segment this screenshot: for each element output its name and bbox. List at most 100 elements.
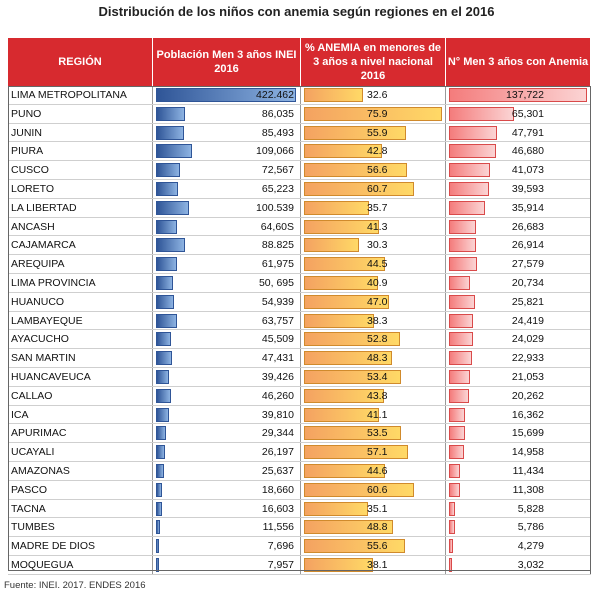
anemia-pct-cell: 55.9 [301,123,446,142]
region-name: SAN MARTIN [8,349,153,367]
poblacion-cell: 7,957 [153,556,301,574]
anemia-n-bar [449,106,515,121]
table-row: CUSCO 72,567 56.6 41,073 [8,161,591,180]
anemia-pct-bar [304,370,402,384]
anemia-pct-bar [304,407,379,422]
table-row: UCAYALI 26,197 57.1 14,958 [8,443,591,462]
anemia-n-value: 14,958 [511,446,544,459]
poblacion-cell: 63,757 [153,311,301,330]
anemia-n-value: 25,821 [511,295,544,308]
table-row: AYACUCHO 45,509 52.8 24,029 [8,330,591,350]
table-row: HUANUCO 54,939 47.0 25,821 [8,292,591,312]
anemia-n-bar [449,125,497,140]
anemia-n-bar [449,313,474,328]
anemia-n-cell: 47,791 [446,123,591,142]
anemia-pct-bar [304,426,402,441]
anemia-n-value: 137,722 [506,89,544,101]
anemia-n-value: 5,828 [517,502,544,515]
poblacion-bar [156,106,185,121]
anemia-pct-cell: 35.1 [301,499,446,518]
anemia-n-bar [449,257,477,272]
anemia-pct-value: 35.1 [367,502,388,515]
anemia-pct-bar [304,501,368,516]
anemia-pct-cell: 57.1 [301,443,446,461]
poblacion-bar [156,501,162,516]
anemia-pct-bar [304,482,415,497]
anemia-n-cell: 41,073 [446,161,591,179]
poblacion-value: 88.825 [261,239,294,252]
poblacion-cell: 86,035 [153,104,301,123]
anemia-n-cell: 5,786 [446,518,591,537]
anemia-pct-cell: 30.3 [301,236,446,255]
anemia-pct-value: 44.6 [367,465,388,477]
table-row: HUANCAVEUCA 39,426 53.4 21,053 [8,368,591,387]
anemia-n-bar [449,388,470,403]
anemia-pct-cell: 41.1 [301,405,446,424]
anemia-pct-value: 48.8 [367,521,388,534]
poblacion-value: 85,493 [261,126,294,139]
anemia-n-cell: 20,262 [446,386,591,405]
anemia-pct-cell: 60.6 [301,480,446,499]
anemia-pct-cell: 40.9 [301,274,446,292]
anemia-n-bar [449,539,454,554]
anemia-pct-value: 57.1 [367,446,388,459]
poblacion-bar [156,313,178,328]
poblacion-cell: 46,260 [153,386,301,405]
anemia-pct-cell: 75.9 [301,104,446,123]
anemia-pct-bar [304,144,382,159]
anemia-pct-cell: 53.5 [301,424,446,443]
table-row: TUMBES 11,556 48.8 5,786 [8,518,591,538]
poblacion-value: 64,60S [260,220,294,233]
region-name: AMAZONAS [8,462,153,480]
poblacion-value: 50, 695 [258,277,294,289]
anemia-pct-cell: 44.5 [301,255,446,273]
poblacion-bar [156,125,185,140]
anemia-n-bar [449,558,453,572]
region-name: LIMA PROVINCIA [8,274,153,292]
poblacion-cell: 47,431 [153,349,301,367]
poblacion-cell: 26,197 [153,443,301,461]
region-name: AYACUCHO [8,330,153,349]
poblacion-cell: 39,426 [153,368,301,386]
anemia-n-value: 11,308 [512,483,544,496]
anemia-pct-value: 55.9 [367,126,388,139]
poblacion-cell: 88.825 [153,236,301,255]
anemia-n-bar [449,200,485,215]
poblacion-value: 39,426 [261,371,294,383]
poblacion-cell: 72,567 [153,161,301,179]
region-name: CAJAMARCA [8,236,153,255]
anemia-n-bar [449,276,470,290]
anemia-pct-value: 56.6 [367,164,388,177]
poblacion-bar [156,558,159,572]
anemia-pct-value: 40.9 [367,277,388,289]
poblacion-cell: 422.462 [153,86,301,104]
region-name: LORETO [8,180,153,198]
poblacion-cell: 85,493 [153,123,301,142]
anemia-n-bar [449,182,489,196]
poblacion-cell: 7,696 [153,537,301,555]
anemia-pct-cell: 53.4 [301,368,446,386]
region-name: LAMBAYEQUE [8,311,153,330]
anemia-n-value: 47,791 [511,126,544,139]
region-name: TACNA [8,499,153,518]
poblacion-value: 109,066 [256,145,294,158]
anemia-pct-bar [304,88,364,102]
anemia-n-cell: 15,699 [446,424,591,443]
anemia-n-value: 26,914 [511,239,544,252]
poblacion-value: 16,603 [261,502,294,515]
anemia-n-value: 4,279 [517,540,544,553]
anemia-n-bar [449,238,476,253]
poblacion-value: 63,757 [261,314,294,327]
anemia-pct-bar [304,313,374,328]
region-name: PUNO [8,104,153,123]
anemia-n-value: 11,434 [512,465,544,477]
table-row: LAMBAYEQUE 63,757 38.3 24,419 [8,311,591,331]
anemia-pct-value: 52.8 [367,333,388,346]
poblacion-bar [156,144,193,159]
anemia-n-cell: 11,308 [446,480,591,499]
anemia-pct-value: 53.5 [367,427,388,440]
poblacion-cell: 64,60S [153,217,301,236]
poblacion-value: 29,344 [261,427,294,440]
anemia-n-value: 27,579 [511,258,544,271]
anemia-n-value: 39,593 [511,183,544,195]
